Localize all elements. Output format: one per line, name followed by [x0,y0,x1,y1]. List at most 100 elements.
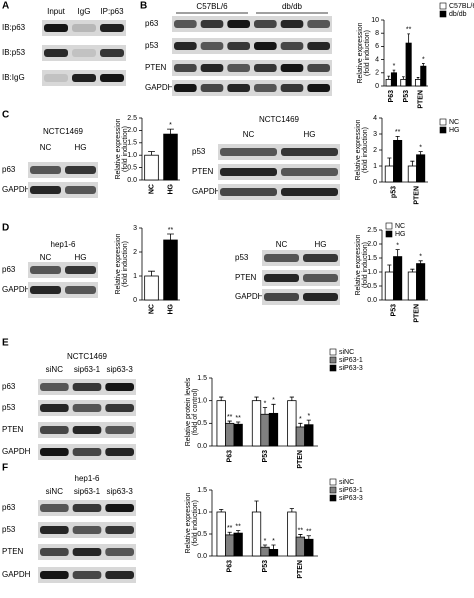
bar [407,165,417,183]
legend-label: HG [449,127,460,134]
y-tick-label: 0.0 [197,553,207,560]
y-axis-label: (fold induction) [192,500,199,546]
row-label: GAPDH [2,185,31,194]
error-bar [298,422,303,427]
y-tick-label: 2 [375,70,379,77]
y-tick-label: 1.5 [197,375,207,382]
band [105,548,134,556]
error-bar [219,508,224,512]
significance-mark: * [419,144,422,151]
significance-mark: * [272,538,275,545]
bar [225,534,235,557]
band [105,448,134,456]
x-tick-label: HG [167,303,174,314]
legend-swatch [329,494,337,502]
row-label: p63 [2,265,16,274]
significance-mark: * [396,242,399,249]
legend-label: db/db [449,11,467,18]
legend-swatch [329,356,337,364]
significance-mark: ** [298,527,304,534]
error-bar [407,33,410,44]
legend-label: HG [395,231,406,238]
band [200,64,224,72]
band [72,426,102,434]
y-tick-label: 4 [373,115,377,122]
band [30,166,61,174]
lane-label: sip63-1 [74,365,101,374]
bar [416,154,426,183]
significance-mark: ** [406,27,412,34]
error-bar [306,419,311,425]
error-bar [167,128,174,135]
bar [233,532,243,557]
blot-title: hep1-6 [51,240,76,249]
x-tick-label: PTEN [418,90,425,109]
band [72,24,96,32]
error-bar [410,160,415,166]
lane-label: Input [47,7,66,16]
x-tick-label: NC [148,184,155,194]
band [105,504,134,512]
band [200,84,224,92]
lane-label: sip63-3 [107,487,134,496]
bar [268,412,279,447]
bar [144,275,159,301]
error-bar [148,270,155,276]
band [264,293,299,301]
band [220,188,277,196]
bar [405,42,412,87]
bar [304,538,314,557]
error-bar [227,531,232,535]
y-tick-label: 2 [373,147,377,154]
y-axis-label: Relative expression [357,22,364,83]
bar [251,511,262,557]
blot-title: NCTC1469 [67,352,108,361]
error-bar [289,396,294,401]
legend-swatch [385,230,393,238]
band [220,148,277,156]
significance-mark: ** [395,129,401,136]
band [105,383,134,391]
x-tick-label: HG [167,183,174,194]
significance-mark: ** [306,529,312,536]
band [72,74,96,82]
lane-label: NC [40,143,52,152]
y-tick-label: 0 [133,297,137,304]
legend-swatch [329,364,337,372]
error-bar [392,69,396,73]
error-bar [306,535,311,540]
error-bar [271,544,276,550]
band [44,49,68,57]
row-label: GAPDH [2,570,31,579]
band [44,74,68,82]
row-label: p53 [2,525,16,534]
error-bar [254,500,259,512]
x-tick-label: P63 [227,450,234,463]
band [40,526,69,534]
row-label: p53 [235,253,249,262]
band [40,548,69,556]
blot-title: NCTC1469 [43,127,84,136]
band [30,266,61,274]
band [105,404,134,412]
y-tick-label: 1.0 [197,398,207,405]
error-bar [227,420,232,424]
bar [385,79,392,87]
y-tick-label: 1.0 [127,152,137,159]
lane-label: HG [304,130,316,139]
y-tick-label: 2.5 [367,227,377,234]
y-tick-label: 0.5 [127,164,137,171]
row-label: IB:IgG [2,73,25,82]
error-bar [262,407,268,415]
lane-label: siNC [46,365,64,374]
legend-swatch [439,118,447,126]
y-tick-label: 6 [375,43,379,50]
band [303,274,338,282]
bar [216,511,226,557]
band [227,64,250,72]
error-bar [387,264,392,272]
bar [390,72,398,87]
error-bar [148,151,155,156]
significance-mark: ** [227,414,233,421]
bar [287,400,297,447]
